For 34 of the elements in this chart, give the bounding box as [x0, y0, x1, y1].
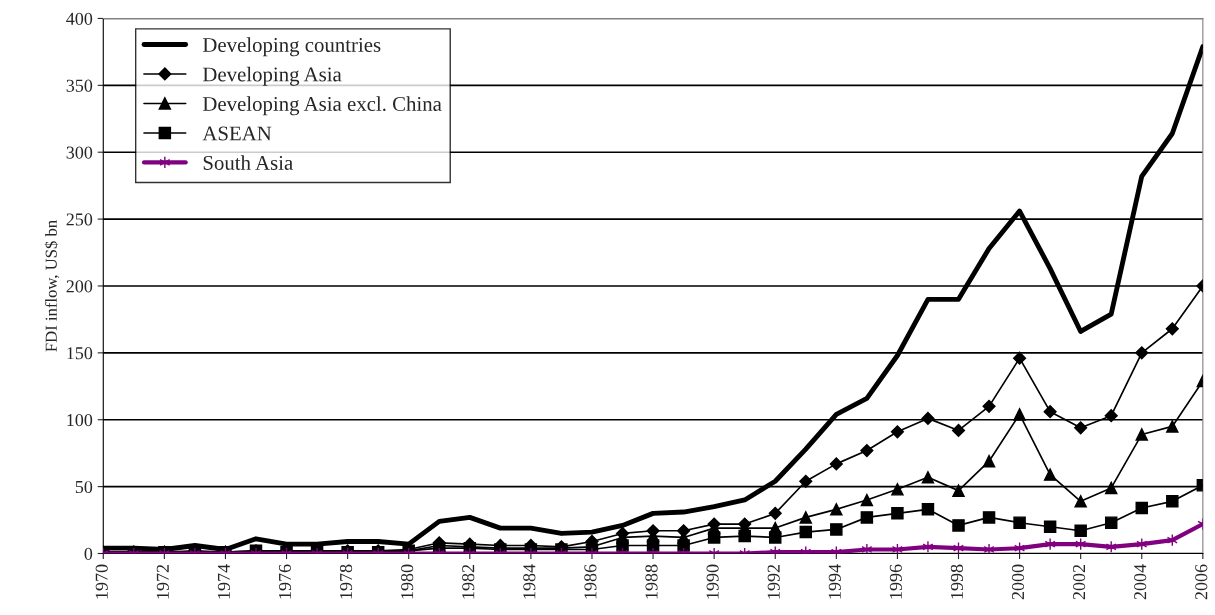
x-tick-label: 1994 — [828, 564, 841, 599]
y-tick-label: 150 — [67, 347, 93, 360]
x-tick-label: 1970 — [95, 564, 108, 599]
x-tick-label: 1984 — [523, 564, 536, 599]
y-tick-label: 100 — [67, 414, 93, 427]
y-tick-label: 50 — [75, 480, 93, 494]
y-tick-label: 400 — [66, 12, 93, 25]
y-tick-label: 300 — [66, 146, 93, 159]
x-tick-label: 1978 — [339, 564, 353, 599]
legend-label: Developing Asia — [202, 66, 342, 86]
legend-label: Developing Asia excl. China — [202, 96, 442, 116]
x-tick-label: 1976 — [278, 564, 292, 599]
y-axis-title: FDI inflow, US$ bn — [44, 220, 60, 352]
x-tick-label: 2004 — [1134, 564, 1147, 600]
x-tick-label: 1980 — [401, 564, 414, 599]
y-tick-label: 350 — [66, 79, 93, 92]
x-tick-label: 1972 — [156, 564, 169, 599]
x-tick-label: 1982 — [462, 564, 475, 599]
x-tick-label: 1990 — [706, 564, 719, 599]
x-tick-label: 1998 — [950, 564, 964, 599]
x-tick-label: 2002 — [1073, 564, 1086, 600]
legend-label: South Asia — [203, 155, 293, 170]
y-tick-label: 250 — [66, 213, 93, 226]
y-tick-label: 200 — [66, 280, 93, 293]
x-tick-label: 1988 — [645, 564, 658, 599]
legend-label: Developing countries — [202, 37, 381, 57]
x-tick-label: 1996 — [889, 564, 902, 599]
x-tick-label: 2000 — [1011, 564, 1025, 600]
x-tick-label: 1974 — [217, 564, 230, 599]
y-tick-label: 0 — [84, 547, 93, 560]
legend-label: ASEAN — [202, 126, 272, 141]
x-tick-label: 1992 — [767, 564, 780, 599]
x-tick-label: 2006 — [1195, 564, 1208, 600]
x-tick-label: 1986 — [584, 564, 597, 599]
